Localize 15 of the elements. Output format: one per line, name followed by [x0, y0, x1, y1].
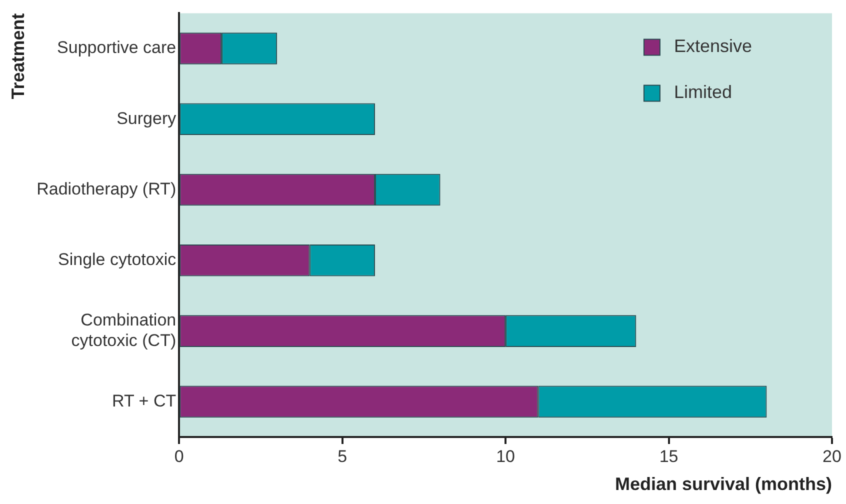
y-tick-label: Single cytotoxic [58, 250, 177, 270]
y-axis-title: Treatment [8, 13, 28, 100]
y-tick-label: Radiotherapy (RT) [36, 179, 176, 198]
legend-label: Extensive [674, 36, 752, 56]
x-tick-label: 5 [338, 446, 348, 466]
x-axis-title: Median survival (months) [614, 474, 832, 494]
legend-label: Limited [674, 82, 732, 102]
y-tick-label: RT + CT [112, 391, 176, 410]
x-tick-label: 20 [822, 446, 842, 466]
y-tick-label: Combination cytotoxic (CT) [71, 310, 176, 350]
x-tick-label: 0 [174, 446, 184, 466]
x-tick-label: 15 [659, 446, 678, 466]
y-tick-label: Surgery [116, 108, 177, 128]
x-tick-label: 10 [496, 446, 516, 466]
y-tick-label: Supportive care [57, 38, 176, 58]
